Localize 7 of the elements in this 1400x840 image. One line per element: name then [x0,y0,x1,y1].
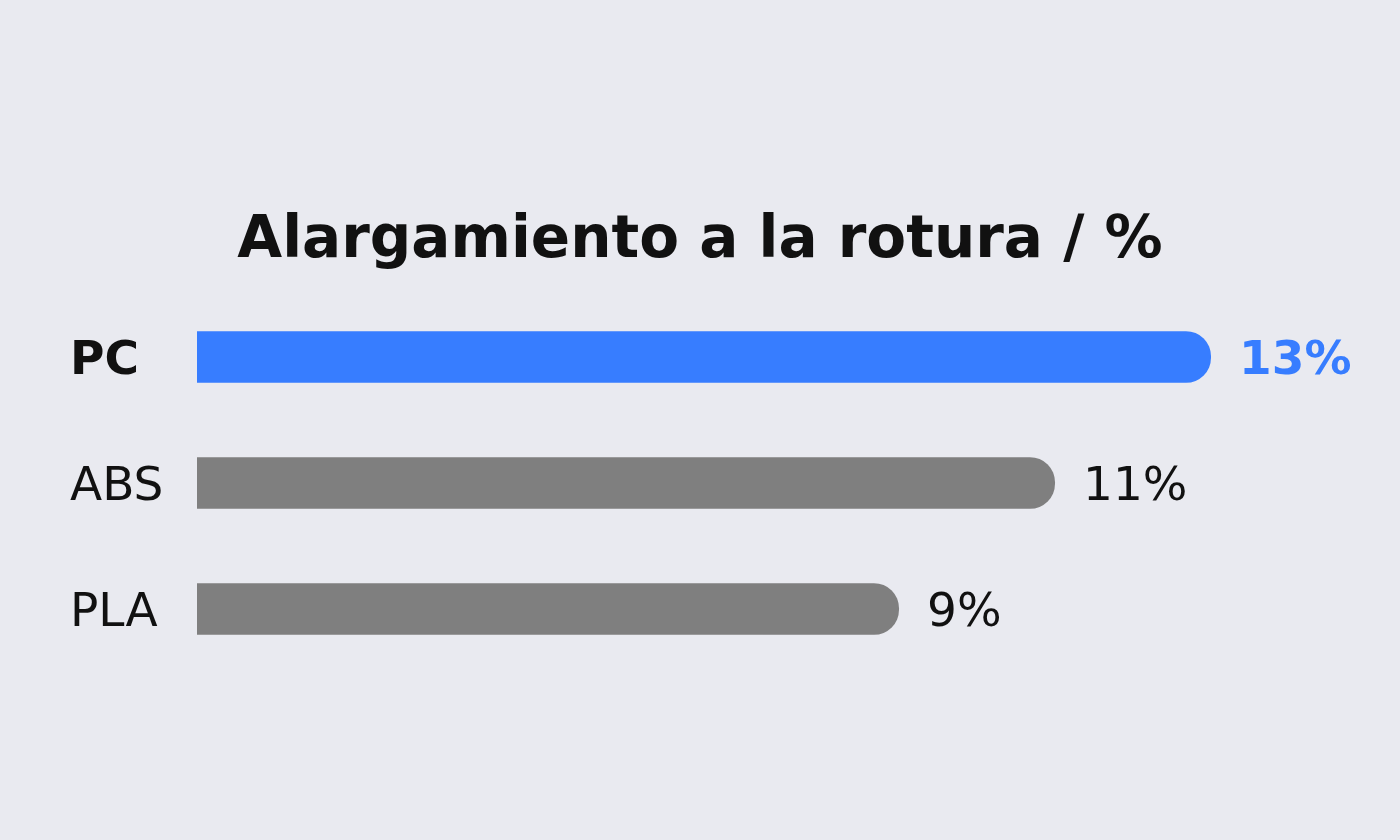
data-label: 9% [927,582,1002,637]
y-tick-label: PLA [70,582,158,637]
data-label: 13% [1239,330,1352,385]
data-label: 11% [1083,456,1188,511]
chart-title: Alargamiento a la rotura / % [237,203,1163,272]
y-tick-label: ABS [70,456,164,511]
y-tick-label: PC [70,330,139,385]
